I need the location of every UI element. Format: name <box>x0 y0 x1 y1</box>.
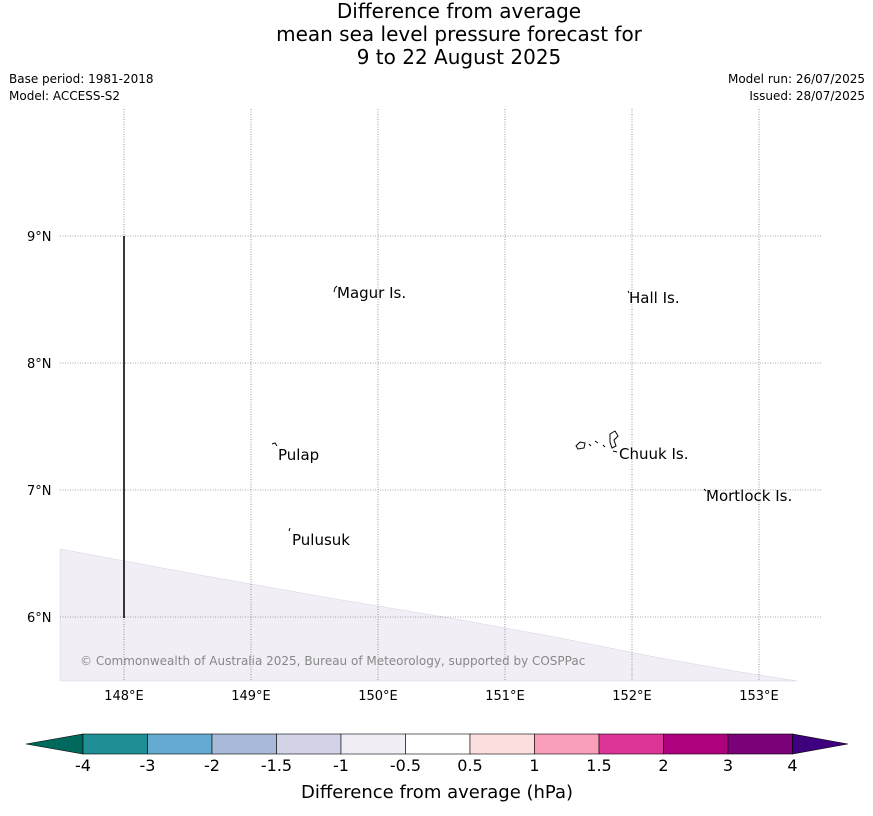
colorbar-segment <box>276 733 342 755</box>
colorbar-segment <box>82 733 148 755</box>
copyright-notice: © Commonwealth of Australia 2025, Bureau… <box>80 654 585 668</box>
colorbar-tick-label: 2 <box>658 756 668 775</box>
island-chuuk-4 <box>602 444 606 448</box>
place-label-mortlock: Mortlock Is. <box>706 487 792 505</box>
island-chuuk-6 <box>612 450 618 453</box>
colorbar-tick-label: -1.5 <box>261 756 292 775</box>
colorbar <box>25 733 849 755</box>
colorbar-segment <box>598 733 664 755</box>
colorbar-segment <box>469 733 535 755</box>
island-chuuk-3 <box>594 440 599 444</box>
colorbar-tick-label: 0.5 <box>457 756 482 775</box>
colorbar-segment <box>534 733 600 755</box>
colorbar-segment <box>663 733 729 755</box>
lon-label-149e: 149°E <box>231 689 271 704</box>
colorbar-tick-label: -2 <box>204 756 220 775</box>
colorbar-label: Difference from average (hPa) <box>301 782 573 803</box>
island-magur <box>333 285 338 293</box>
model-name: Model: ACCESS-S2 <box>9 89 121 103</box>
colorbar-tick-label: -0.5 <box>390 756 421 775</box>
island-chuuk-2 <box>588 443 592 447</box>
colorbar-tick-label: 4 <box>787 756 797 775</box>
latitude-gridlines <box>60 235 822 618</box>
colorbar-segment <box>211 733 277 755</box>
model-run: Model run: 26/07/2025 <box>727 72 865 86</box>
place-label-chuuk: Chuuk Is. <box>619 445 688 463</box>
colorbar-tick-label: 1.5 <box>586 756 611 775</box>
lon-label-153e: 153°E <box>739 689 779 704</box>
colorbar-segment <box>340 733 406 755</box>
chart-title: Difference from average mean sea level p… <box>0 0 873 69</box>
lon-label-152e: 152°E <box>612 689 652 704</box>
title-line-2: mean sea level pressure forecast for <box>276 22 642 46</box>
island-pulusuk <box>288 527 291 532</box>
lon-label-151e: 151°E <box>485 689 525 704</box>
title-line-3: 9 to 22 August 2025 <box>356 45 562 69</box>
place-label-magur: Magur Is. <box>337 284 406 302</box>
colorbar-ticks: -4 -3 -2 -1.5 -1 -0.5 0.5 1 1.5 2 3 4 <box>75 756 798 775</box>
island-mortlock <box>703 488 707 492</box>
island-chuuk-1 <box>575 441 586 450</box>
colorbar-segment <box>405 733 471 755</box>
colorbar-tick-label: 1 <box>529 756 539 775</box>
lat-label-9n: 9°N <box>27 230 52 245</box>
place-label-hall: Hall Is. <box>629 289 680 307</box>
colorbar-tick-label: -4 <box>75 756 91 775</box>
colorbar-tick-label: 3 <box>723 756 733 775</box>
lat-label-8n: 8°N <box>27 357 52 372</box>
place-label-pulap: Pulap <box>278 446 319 464</box>
colorbar-extend-high <box>792 733 849 755</box>
lat-label-6n: 6°N <box>27 611 52 626</box>
island-outlines <box>271 285 707 532</box>
meta-right: Model run: 26/07/2025 Issued: 28/07/2025 <box>728 71 865 105</box>
colorbar-extend-low <box>25 733 84 755</box>
colorbar-tick-label: -3 <box>140 756 156 775</box>
title-line-1: Difference from average <box>336 0 582 23</box>
meta-left: Base period: 1981-2018 Model: ACCESS-S2 <box>9 71 154 105</box>
island-pulap <box>271 442 278 447</box>
base-period: Base period: 1981-2018 <box>9 72 154 86</box>
lon-label-148e: 148°E <box>104 689 144 704</box>
island-chuuk-5 <box>609 430 619 449</box>
anomaly-region <box>59 548 798 682</box>
lat-label-7n: 7°N <box>27 484 52 499</box>
island-hall <box>627 290 630 294</box>
lon-label-150e: 150°E <box>358 689 398 704</box>
colorbar-segment <box>727 733 793 755</box>
issued-date: Issued: 28/07/2025 <box>749 89 865 103</box>
colorbar-segment <box>147 733 213 755</box>
place-label-pulusuk: Pulusuk <box>292 531 350 549</box>
colorbar-tick-label: -1 <box>333 756 349 775</box>
